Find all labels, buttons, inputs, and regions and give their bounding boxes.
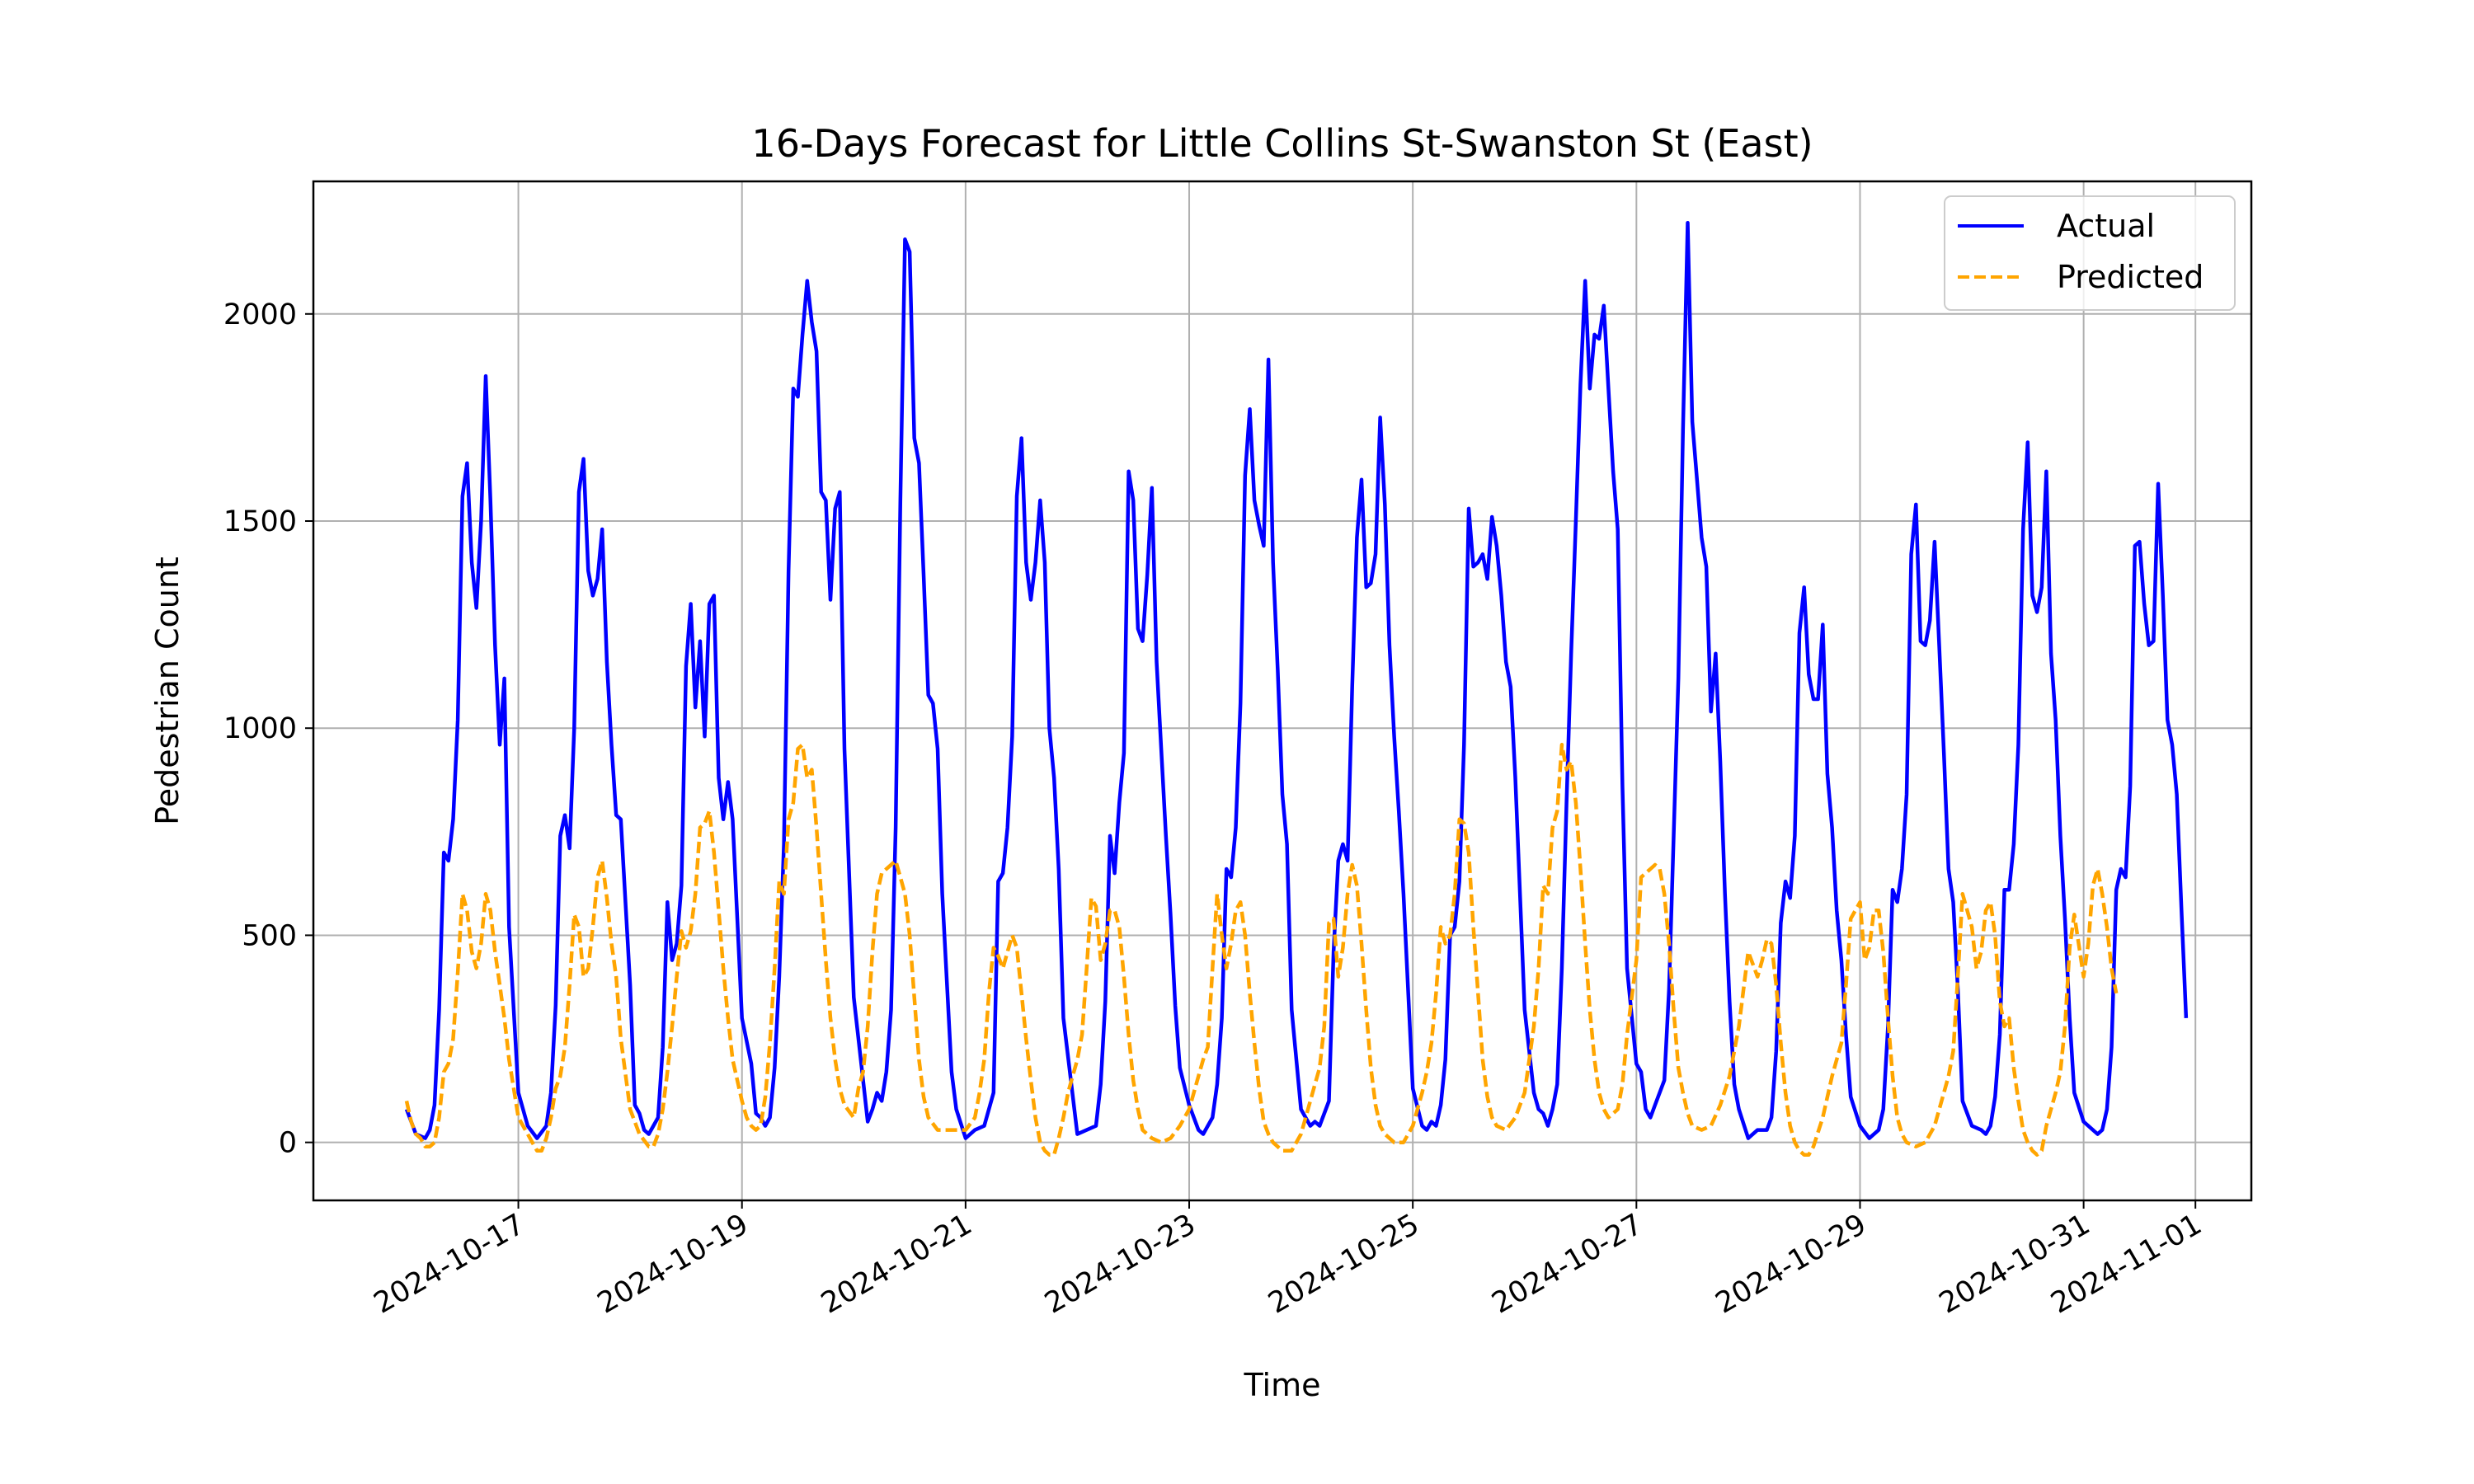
y-axis-label: Pedestrian Count <box>149 556 186 825</box>
legend-label-actual: Actual <box>2057 208 2155 244</box>
x-tick-label: 2024-10-29 <box>1710 1208 1872 1320</box>
legend: Actual Predicted <box>1944 195 2236 311</box>
x-tick-label: 2024-10-19 <box>592 1208 754 1320</box>
x-tick-label: 2024-10-23 <box>1039 1208 1201 1320</box>
y-tick-label: 0 <box>279 1127 297 1160</box>
series-line-actual <box>404 220 2189 1140</box>
x-tick-label: 2024-10-27 <box>1487 1208 1649 1320</box>
plot-frame <box>312 180 2253 1202</box>
grid <box>313 181 2251 1200</box>
x-tick-label: 2024-10-17 <box>369 1208 530 1320</box>
x-axis-label: Time <box>1244 1367 1321 1403</box>
series-line-predicted <box>404 743 2119 1157</box>
x-tick-label: 2024-10-25 <box>1263 1208 1425 1320</box>
chart-title: 16-Days Forecast for Little Collins St-S… <box>751 121 1813 166</box>
y-tick-label: 2000 <box>223 298 297 331</box>
y-tick-label: 1500 <box>223 505 297 538</box>
legend-label-predicted: Predicted <box>2057 259 2204 295</box>
series-layer <box>404 220 2189 1157</box>
ticks: 0 500 1000 1500 2000 2024-10-17 2024-10-19 2024… <box>223 298 2208 1321</box>
y-tick-label: 1000 <box>223 712 297 745</box>
x-tick-label: 2024-10-21 <box>816 1208 977 1320</box>
y-tick-label: 500 <box>242 919 297 952</box>
